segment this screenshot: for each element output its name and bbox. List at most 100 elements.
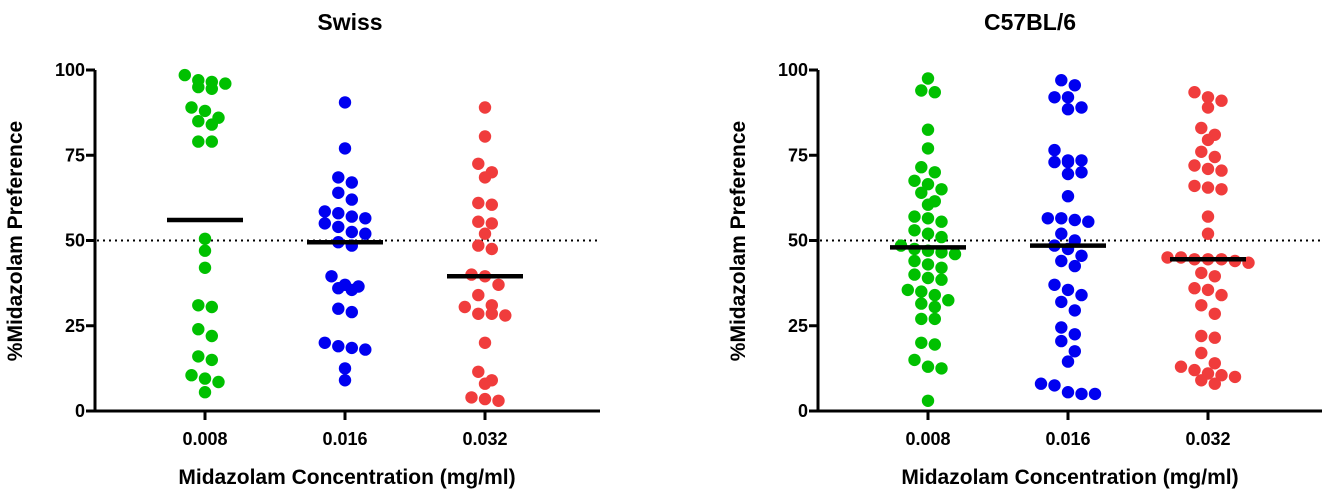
data-point [192, 115, 205, 128]
data-point [359, 343, 372, 356]
data-point [915, 336, 928, 349]
data-point [478, 392, 492, 406]
data-point [1201, 101, 1215, 114]
data-point [1061, 167, 1075, 181]
data-point [921, 271, 935, 285]
data-point [1201, 181, 1215, 194]
data-point [1068, 79, 1082, 92]
data-point [1188, 86, 1201, 99]
data-point [921, 198, 935, 211]
data-point [178, 68, 191, 82]
data-point [935, 215, 948, 228]
data-point [908, 268, 921, 281]
x-tick-label: 0.016 [1045, 429, 1090, 449]
data-point [915, 84, 928, 97]
data-point [1215, 183, 1228, 196]
data-point [1068, 345, 1082, 358]
data-point [345, 210, 358, 223]
data-point [458, 300, 471, 314]
data-point [1055, 295, 1068, 309]
data-point [1055, 334, 1068, 348]
data-point [198, 244, 212, 257]
data-point [332, 220, 345, 234]
data-point [1075, 166, 1088, 179]
data-point [325, 270, 338, 283]
data-point [1195, 346, 1208, 360]
data-point [935, 183, 948, 196]
data-point [1188, 179, 1201, 193]
data-point [908, 353, 921, 367]
data-point [472, 239, 485, 252]
data-point [492, 278, 505, 291]
data-point [1061, 355, 1075, 368]
y-tick-label: 100 [778, 60, 808, 80]
data-point [472, 365, 485, 378]
data-point [1048, 379, 1061, 392]
x-axis-label: Midazolam Concentration (mg/ml) [901, 466, 1238, 489]
data-point [192, 80, 205, 94]
data-point [338, 374, 352, 387]
data-point [1048, 91, 1061, 104]
data-point [1201, 133, 1215, 147]
data-point [921, 123, 935, 136]
y-tick-label: 50 [788, 231, 808, 251]
data-point [928, 86, 941, 99]
data-point [478, 171, 492, 184]
data-point [1055, 227, 1068, 240]
data-point [1055, 212, 1068, 225]
data-point [338, 142, 352, 155]
x-axis-label: Midazolam Concentration (mg/ml) [178, 466, 515, 489]
data-point [1048, 155, 1061, 169]
data-point [948, 247, 962, 261]
data-point [1082, 215, 1095, 228]
x-tick-label: 0.032 [462, 429, 507, 449]
data-point [205, 135, 218, 148]
data-point [1195, 329, 1208, 343]
data-point [1041, 212, 1055, 225]
data-point [1201, 283, 1215, 297]
data-point [921, 178, 935, 191]
data-point [915, 285, 928, 298]
data-point [928, 288, 941, 302]
data-point [345, 225, 358, 239]
data-point [935, 230, 948, 244]
data-point [921, 142, 935, 155]
data-point [942, 294, 955, 307]
data-point [1075, 154, 1088, 167]
y-tick-label: 25 [65, 316, 85, 336]
data-point [1075, 101, 1088, 114]
data-point [345, 341, 358, 355]
data-point [318, 205, 331, 218]
data-point [478, 101, 492, 114]
data-point [205, 300, 218, 314]
data-point [1068, 328, 1082, 341]
data-point [921, 360, 935, 373]
data-point [198, 386, 212, 399]
data-point [332, 207, 345, 220]
data-point [1208, 331, 1222, 344]
y-axis-label: %Midazolam Preference [4, 121, 27, 361]
data-point [921, 72, 935, 85]
data-point [1034, 377, 1048, 390]
data-point [1055, 321, 1068, 334]
data-point [1215, 94, 1228, 107]
data-point [192, 323, 205, 336]
data-point [1188, 159, 1201, 172]
data-point [332, 186, 345, 199]
data-point [472, 157, 485, 170]
data-point [472, 215, 485, 228]
chart-title: C57BL/6 [984, 9, 1076, 35]
data-point [345, 283, 358, 297]
data-point [921, 394, 935, 407]
data-point [1174, 360, 1188, 373]
data-point [908, 210, 921, 223]
data-point [908, 174, 921, 187]
data-point [1195, 374, 1208, 387]
data-point [1208, 150, 1222, 164]
data-point [928, 312, 941, 326]
data-point [1048, 143, 1061, 157]
x-tick-label: 0.016 [322, 429, 367, 449]
data-point [1088, 387, 1102, 401]
data-point [205, 353, 218, 367]
